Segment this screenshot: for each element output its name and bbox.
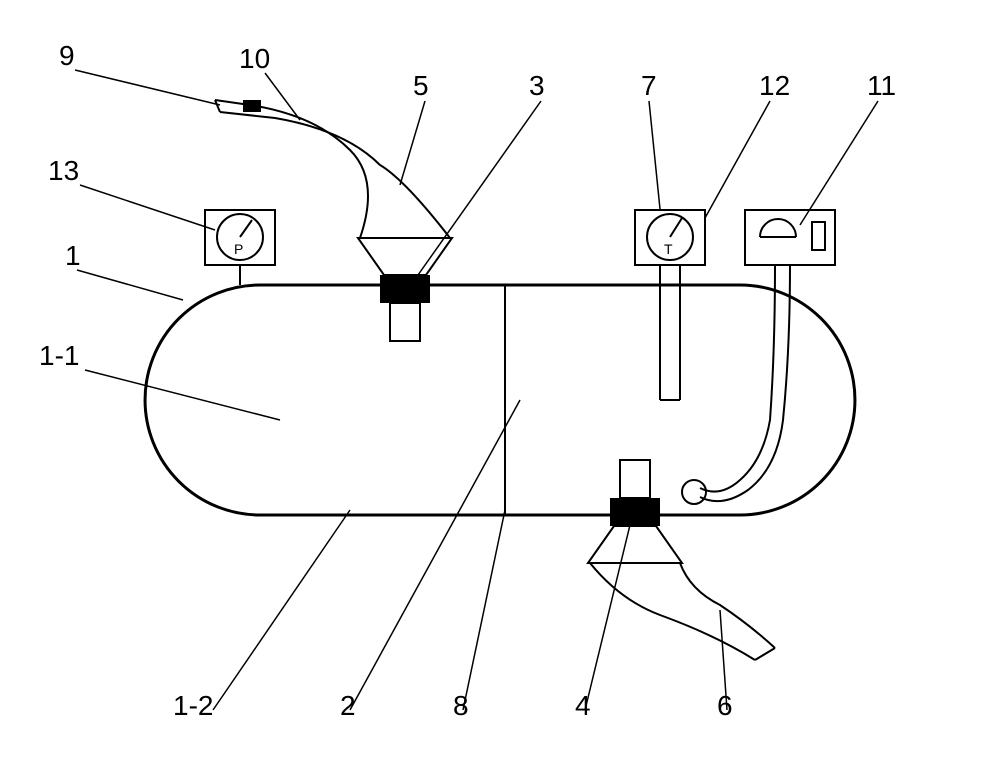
diagram-container: P T — [0, 0, 1000, 780]
label-2: 2 — [340, 690, 356, 721]
label-5: 5 — [413, 70, 429, 101]
label-9: 9 — [59, 40, 75, 71]
label-1: 1 — [65, 240, 81, 271]
labels: 9 10 5 3 7 12 11 13 1 1-1 1-2 2 8 4 6 — [39, 40, 896, 721]
gauge-t-label: T — [664, 241, 673, 257]
label-6: 6 — [717, 690, 733, 721]
label-1-1: 1-1 — [39, 340, 79, 371]
temperature-gauge: T — [635, 210, 705, 400]
label-4: 4 — [575, 690, 591, 721]
label-8: 8 — [453, 690, 469, 721]
gauge-p-label: P — [234, 241, 243, 257]
label-10: 10 — [239, 43, 270, 74]
label-3: 3 — [529, 70, 545, 101]
pipe-end-component — [243, 100, 261, 112]
label-7: 7 — [641, 70, 657, 101]
label-13: 13 — [48, 155, 79, 186]
leader-lines — [75, 70, 878, 710]
tank-body — [145, 285, 855, 515]
top-inlet — [358, 238, 452, 341]
label-1-2: 1-2 — [173, 690, 213, 721]
label-12: 12 — [759, 70, 790, 101]
label-11: 11 — [867, 70, 896, 101]
pressure-gauge: P — [205, 210, 275, 285]
bottom-outlet — [588, 460, 682, 563]
technical-diagram: P T — [0, 0, 1000, 780]
